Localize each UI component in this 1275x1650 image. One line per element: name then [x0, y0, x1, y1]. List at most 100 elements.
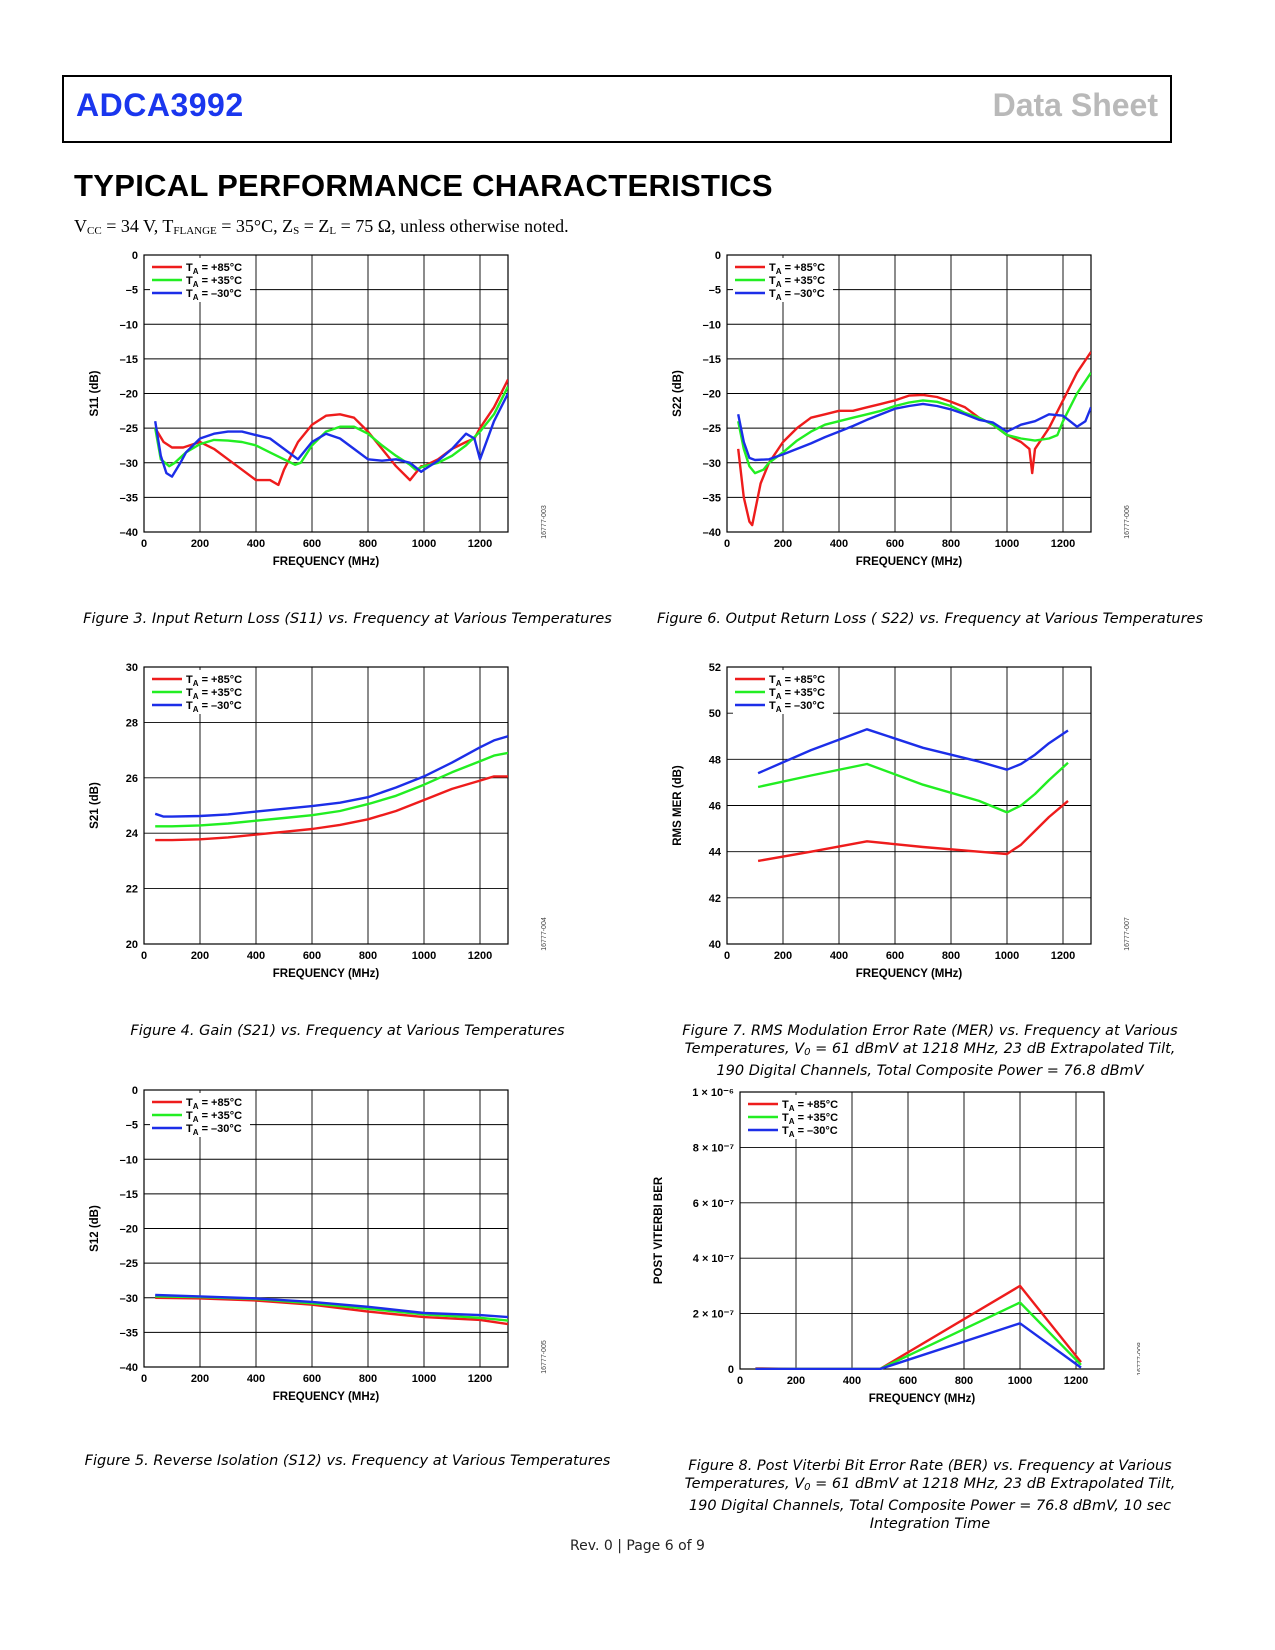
y-tick-label: –25 [703, 423, 721, 435]
x-tick-label: 1000 [995, 950, 1019, 962]
y-tick-label: –20 [703, 389, 721, 401]
figure-code: 16777-006 [1124, 505, 1131, 539]
y-tick-label: 44 [709, 847, 722, 859]
legend-label: TA = –30°C [782, 1125, 838, 1139]
page-footer: Rev. 0 | Page 6 of 9 [570, 1538, 705, 1554]
series-line [154, 392, 508, 478]
x-tick-label: 1200 [1051, 950, 1075, 962]
y-tick-label: –35 [120, 1327, 138, 1339]
x-tick-label: 1000 [995, 538, 1019, 550]
legend-label: TA = –30°C [186, 700, 242, 714]
legend-label: TA = –30°C [769, 288, 825, 302]
x-tick-label: 400 [843, 1375, 861, 1387]
legend-label: TA = +85°C [782, 1099, 838, 1113]
y-tick-label: –5 [126, 1120, 138, 1132]
y-axis-label: POST VITERBI BER [653, 1176, 665, 1284]
legend-label: TA = +35°C [782, 1112, 838, 1126]
x-tick-label: 1200 [468, 950, 492, 962]
legend-label: TA = +85°C [186, 674, 242, 688]
x-tick-label: 800 [359, 1373, 377, 1385]
x-tick-label: 0 [141, 950, 147, 962]
y-tick-label: –25 [120, 423, 138, 435]
y-tick-label: 50 [709, 708, 721, 720]
series-line [737, 372, 1091, 475]
y-axis-label: S22 (dB) [672, 370, 684, 417]
x-tick-label: 800 [942, 538, 960, 550]
x-tick-label: 0 [141, 538, 147, 550]
y-tick-label: 24 [126, 828, 139, 840]
y-tick-label: 42 [709, 893, 721, 905]
legend-label: TA = +35°C [186, 1110, 242, 1124]
figure-code: 16777-005 [541, 1340, 548, 1374]
y-tick-label: 1 × 10⁻⁶ [692, 1087, 734, 1099]
y-tick-label: –35 [120, 492, 138, 504]
y-tick-label: 22 [126, 884, 138, 896]
x-tick-label: 400 [830, 538, 848, 550]
legend-label: TA = +35°C [186, 275, 242, 289]
x-tick-label: 0 [724, 538, 730, 550]
x-tick-label: 0 [141, 1373, 147, 1385]
y-tick-label: –30 [703, 458, 721, 470]
y-tick-label: 20 [126, 939, 138, 951]
chart-svg: 0 200 400 600 800 1000 1200 40 42 44 46 48 50 52 FREQU… [672, 662, 1131, 980]
x-tick-label: 600 [899, 1375, 917, 1387]
caption-fig7: Figure 7. RMS Modulation Error Rate (MER… [682, 1023, 1178, 1079]
y-tick-label: –15 [703, 354, 721, 366]
series-line [155, 1296, 508, 1326]
legend-label: TA = +85°C [186, 262, 242, 276]
x-tick-label: 0 [724, 950, 730, 962]
chart-svg: 0 200 400 600 800 1000 1200 0 –5 –10 –15 –20 –25 –30 –… [672, 250, 1131, 568]
y-tick-label: 8 × 10⁻⁷ [693, 1142, 735, 1154]
legend-label: TA = –30°C [186, 288, 242, 302]
x-tick-label: 1000 [412, 950, 436, 962]
plot-frame [143, 666, 509, 945]
figure-code: 16777-007 [1124, 917, 1131, 951]
product-name[interactable]: ADCA3992 [76, 87, 244, 123]
y-tick-label: 30 [126, 662, 138, 674]
series-line [155, 751, 508, 828]
x-tick-label: 800 [942, 950, 960, 962]
chart-ber: 0 200 400 600 800 1000 1200 0 2 × 10⁻⁷ 4 × 10⁻⁷ 6 … [650, 1080, 1140, 1425]
chart-mer: 0 200 400 600 800 1000 1200 40 42 44 46 48 50 52 FREQU… [667, 657, 1147, 1002]
series-line [737, 351, 1091, 527]
x-axis-label: FREQUENCY (MHz) [273, 1391, 380, 1403]
series-line [154, 379, 508, 487]
y-tick-label: 0 [132, 1085, 138, 1097]
series-line [757, 799, 1069, 863]
y-tick-label: –15 [120, 1189, 138, 1201]
y-tick-label: 52 [709, 662, 721, 674]
series-line [155, 775, 508, 842]
x-tick-label: 400 [830, 950, 848, 962]
x-tick-label: 200 [774, 538, 792, 550]
plot-frame [739, 1091, 1105, 1370]
y-tick-label: –35 [703, 492, 721, 504]
legend-label: TA = +85°C [769, 262, 825, 276]
y-axis-label: RMS MER (dB) [672, 765, 684, 846]
x-tick-label: 200 [191, 538, 209, 550]
chart-s12: 0 200 400 600 800 1000 1200 0 –5 –10 –15 –20 –25 –30 –… [84, 1080, 564, 1425]
x-tick-label: 800 [955, 1375, 973, 1387]
figure-code: 16777-004 [541, 917, 548, 951]
y-tick-label: 4 × 10⁻⁷ [693, 1253, 735, 1265]
series-line [755, 1322, 1082, 1370]
legend-label: TA = +35°C [186, 687, 242, 701]
plot-frame [726, 666, 1092, 945]
legend-label: TA = +35°C [769, 687, 825, 701]
y-tick-label: 6 × 10⁻⁷ [693, 1198, 735, 1210]
x-tick-label: 600 [886, 950, 904, 962]
y-tick-label: 0 [728, 1364, 734, 1376]
y-tick-label: –20 [120, 1224, 138, 1236]
caption-fig8: Figure 8. Post Viterbi Bit Error Rate (B… [684, 1458, 1176, 1532]
chart-svg: 0 200 400 600 800 1000 1200 0 –5 –10 –15 –20 –25 –30 –… [89, 250, 548, 568]
document-type: Data Sheet [992, 87, 1158, 123]
x-tick-label: 800 [359, 950, 377, 962]
y-tick-label: –10 [120, 319, 138, 331]
x-axis-label: FREQUENCY (MHz) [273, 968, 380, 980]
x-tick-label: 600 [886, 538, 904, 550]
y-tick-label: 0 [132, 250, 138, 262]
x-tick-label: 600 [303, 950, 321, 962]
legend-label: TA = –30°C [186, 1123, 242, 1137]
x-tick-label: 1000 [412, 538, 436, 550]
y-tick-label: 2 × 10⁻⁷ [693, 1309, 735, 1321]
y-tick-label: –20 [120, 389, 138, 401]
